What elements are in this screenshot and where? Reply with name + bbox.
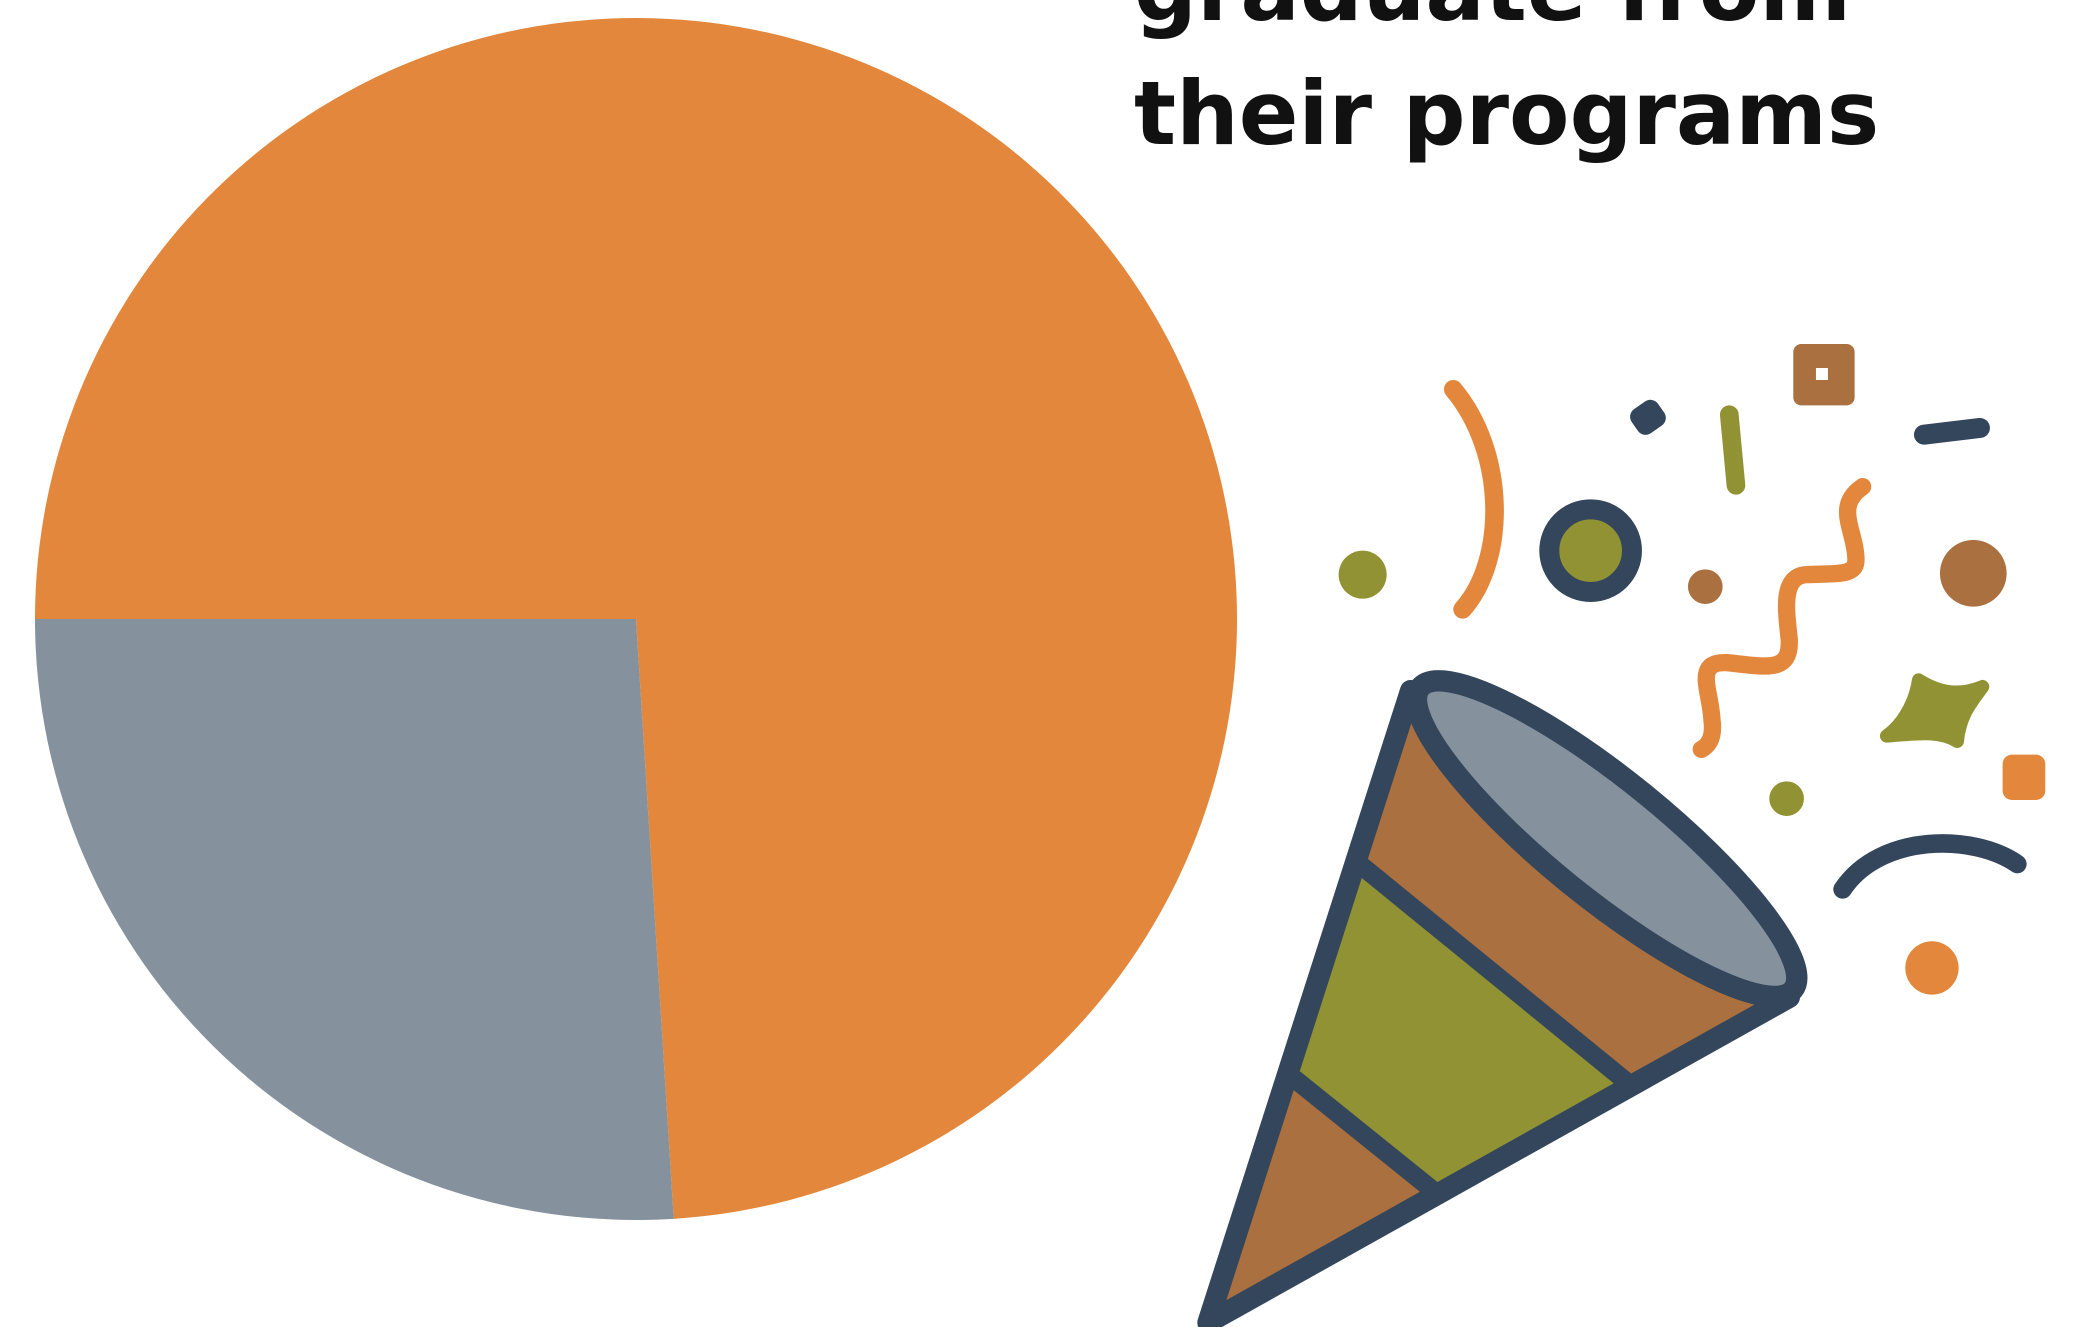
pie-slice [35,17,1237,1219]
pie-slice [35,619,674,1220]
pie [35,17,1237,1220]
party-popper-illustration [1197,343,2046,1327]
chart-title-line: graduate from [1134,0,1851,41]
chart-title-line: their programs [1134,62,1879,165]
